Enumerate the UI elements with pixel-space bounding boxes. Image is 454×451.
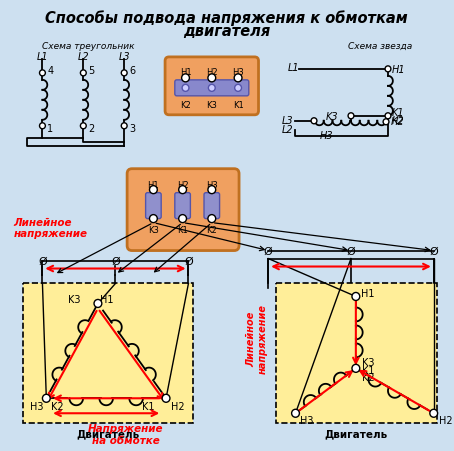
- Circle shape: [149, 215, 157, 223]
- Bar: [276, 284, 437, 423]
- Circle shape: [383, 120, 389, 125]
- Text: K2: K2: [51, 401, 64, 411]
- Text: L1: L1: [37, 52, 48, 62]
- Text: Ø: Ø: [429, 246, 438, 256]
- Text: Способы подвода напряжения к обмоткам: Способы подвода напряжения к обмоткам: [45, 10, 408, 26]
- FancyBboxPatch shape: [175, 81, 249, 97]
- Text: Напряжение
на обмотке: Напряжение на обмотке: [88, 423, 163, 445]
- FancyBboxPatch shape: [175, 193, 190, 219]
- Circle shape: [182, 75, 189, 83]
- Text: Двигатель: Двигатель: [77, 428, 140, 438]
- Bar: [23, 284, 193, 423]
- Text: Ø: Ø: [111, 256, 120, 266]
- Text: Схема треугольник: Схема треугольник: [42, 42, 134, 51]
- Text: K3: K3: [68, 295, 80, 305]
- Circle shape: [42, 395, 50, 402]
- Circle shape: [94, 300, 102, 308]
- Text: K1: K1: [233, 101, 243, 110]
- Text: Ø: Ø: [38, 256, 47, 266]
- Circle shape: [348, 114, 354, 120]
- Circle shape: [291, 410, 299, 417]
- Text: L1: L1: [288, 63, 299, 73]
- Circle shape: [208, 215, 216, 223]
- Circle shape: [208, 85, 215, 92]
- Circle shape: [208, 75, 216, 83]
- Text: L3: L3: [118, 52, 130, 62]
- Text: K1: K1: [362, 365, 374, 376]
- FancyBboxPatch shape: [127, 169, 239, 251]
- Circle shape: [149, 186, 157, 194]
- Circle shape: [179, 215, 187, 223]
- Text: K1: K1: [177, 225, 188, 234]
- Text: K3: K3: [362, 358, 374, 368]
- Circle shape: [208, 186, 216, 194]
- FancyBboxPatch shape: [204, 193, 220, 219]
- Text: H1: H1: [180, 68, 191, 77]
- Text: K3: K3: [207, 101, 217, 110]
- Circle shape: [311, 119, 317, 124]
- Text: H2: H2: [171, 401, 184, 411]
- Text: 3: 3: [129, 124, 135, 133]
- Text: Ø: Ø: [264, 246, 273, 256]
- Text: H2: H2: [391, 116, 405, 126]
- Circle shape: [430, 410, 438, 417]
- Text: 4: 4: [47, 66, 54, 76]
- Text: K2: K2: [180, 101, 191, 110]
- Circle shape: [179, 186, 187, 194]
- Circle shape: [162, 395, 170, 402]
- Text: K1: K1: [142, 401, 154, 411]
- Text: двигателя: двигателя: [183, 24, 270, 39]
- Circle shape: [39, 124, 45, 129]
- Text: K3: K3: [326, 111, 338, 121]
- Text: H1: H1: [148, 180, 159, 189]
- Text: 1: 1: [47, 124, 54, 133]
- Text: L3: L3: [282, 115, 293, 125]
- Text: H3: H3: [30, 401, 44, 411]
- Circle shape: [234, 75, 242, 83]
- Text: L2: L2: [282, 124, 293, 134]
- Circle shape: [182, 85, 189, 92]
- Text: 5: 5: [88, 66, 94, 76]
- Text: H3: H3: [206, 180, 217, 189]
- Circle shape: [80, 71, 86, 77]
- Text: K3: K3: [148, 225, 159, 234]
- Circle shape: [121, 124, 127, 129]
- Text: K2: K2: [362, 373, 374, 382]
- Text: K2: K2: [392, 115, 405, 125]
- Text: Ø: Ø: [184, 256, 193, 266]
- Circle shape: [385, 114, 391, 120]
- Circle shape: [39, 71, 45, 77]
- Text: H2: H2: [439, 415, 452, 425]
- Text: 6: 6: [129, 66, 135, 76]
- Text: H1: H1: [100, 295, 114, 305]
- Text: 2: 2: [88, 124, 94, 133]
- Text: Двигатель: Двигатель: [325, 428, 388, 438]
- Text: H3: H3: [301, 415, 314, 425]
- Circle shape: [80, 124, 86, 129]
- Circle shape: [235, 85, 242, 92]
- Text: H2: H2: [206, 68, 217, 77]
- Text: H1: H1: [361, 289, 374, 299]
- Text: K1: K1: [392, 107, 405, 118]
- Text: Линейное
напряжение: Линейное напряжение: [13, 217, 87, 239]
- Circle shape: [352, 293, 360, 301]
- Text: H3: H3: [320, 130, 334, 140]
- Text: H3: H3: [232, 68, 244, 77]
- Text: K2: K2: [207, 225, 217, 234]
- Text: L2: L2: [78, 52, 89, 62]
- Text: H2: H2: [177, 180, 188, 189]
- FancyBboxPatch shape: [165, 58, 258, 115]
- Circle shape: [352, 364, 360, 373]
- Circle shape: [385, 67, 391, 73]
- Text: Линейное
напряжение: Линейное напряжение: [246, 304, 267, 373]
- FancyBboxPatch shape: [146, 193, 161, 219]
- Text: Схема звезда: Схема звезда: [348, 42, 412, 51]
- Circle shape: [121, 71, 127, 77]
- Text: H1: H1: [392, 65, 405, 75]
- Text: Ø: Ø: [346, 246, 355, 256]
